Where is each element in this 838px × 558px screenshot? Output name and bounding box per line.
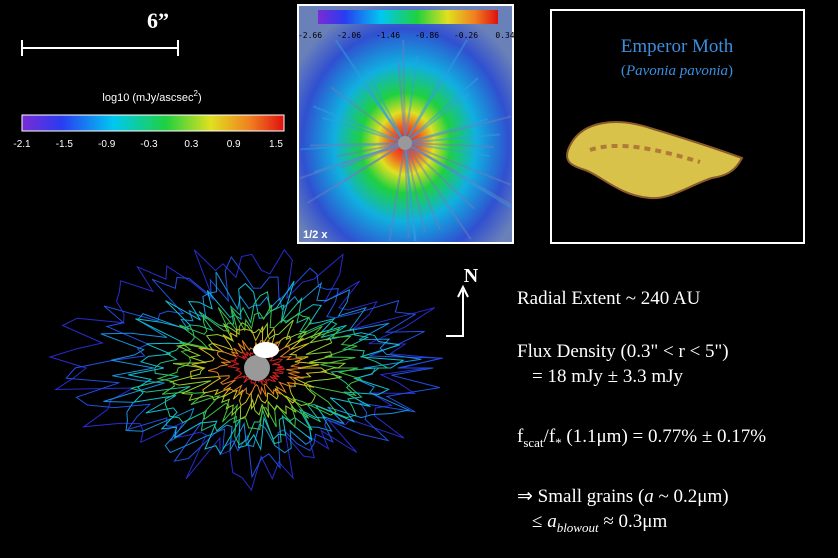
t: ≤ — [532, 511, 547, 532]
compass-label: N — [464, 265, 479, 287]
note: Flux Density (0.3" < r < 5") — [517, 341, 729, 362]
inset-caption: 1/2 x — [303, 229, 328, 241]
inset-tick: 0.34 — [495, 31, 514, 40]
slide: 6” log10 (mJy/ascsec2) -2.1 -1.5 -0.9 -0.3 0… — [0, 0, 838, 558]
inset-colorbar — [318, 10, 498, 24]
inset-tick: -2.06 — [337, 31, 361, 40]
star-mask — [244, 355, 270, 381]
t: (1.1μm) = 0.77% ± 0.17% — [562, 426, 767, 447]
note: ⇒ Small grains (a ~ 0.2μm) — [517, 486, 729, 507]
scale-label: 6” — [147, 8, 169, 33]
note: ≤ ablowout ≈ 0.3μm — [532, 511, 667, 535]
colorbar-tick: -0.3 — [140, 139, 158, 150]
sub: blowout — [557, 520, 599, 535]
colorbar-label: log10 (mJy/ascsec2) — [102, 89, 201, 104]
inset-tick: -2.66 — [298, 31, 322, 40]
star-mask — [398, 136, 412, 150]
saturation — [253, 342, 279, 358]
note: fscat/f* (1.1μm) = 0.77% ± 0.17% — [517, 426, 766, 450]
note: = 18 mJy ± 3.3 mJy — [532, 366, 683, 387]
sub: scat — [523, 435, 544, 450]
species: Pavonia pavonia — [625, 63, 728, 79]
scale-bar — [22, 40, 178, 56]
colorbar — [22, 115, 284, 131]
colorbar-tick: -2.1 — [13, 139, 31, 150]
t: a — [547, 511, 557, 532]
colorbar-tick: -1.5 — [56, 139, 74, 150]
inset-tick: -1.46 — [376, 31, 400, 40]
t: ⇒ Small grains ( — [517, 486, 644, 507]
colorbar-tick: -0.9 — [98, 139, 116, 150]
t: ≈ 0.3μm — [599, 511, 668, 532]
colorbar-tick: 0.9 — [227, 139, 241, 150]
label-text: ) — [198, 92, 202, 104]
colorbar-tick: 1.5 — [269, 139, 283, 150]
label-text: log10 (mJy/ascsec — [102, 92, 194, 104]
moth-species: (Pavonia pavonia) — [621, 63, 733, 79]
t: /f — [544, 426, 556, 447]
colorbar-tick: 0.3 — [184, 139, 198, 150]
t: a — [644, 486, 654, 507]
t: ~ 0.2μm) — [654, 486, 729, 507]
compass — [446, 287, 468, 336]
paren: ) — [728, 63, 733, 79]
moth-title: Emperor Moth — [621, 36, 734, 57]
note: Radial Extent ~ 240 AU — [517, 288, 701, 309]
inset-tick: -0.26 — [454, 31, 478, 40]
inset-tick: -0.86 — [415, 31, 439, 40]
